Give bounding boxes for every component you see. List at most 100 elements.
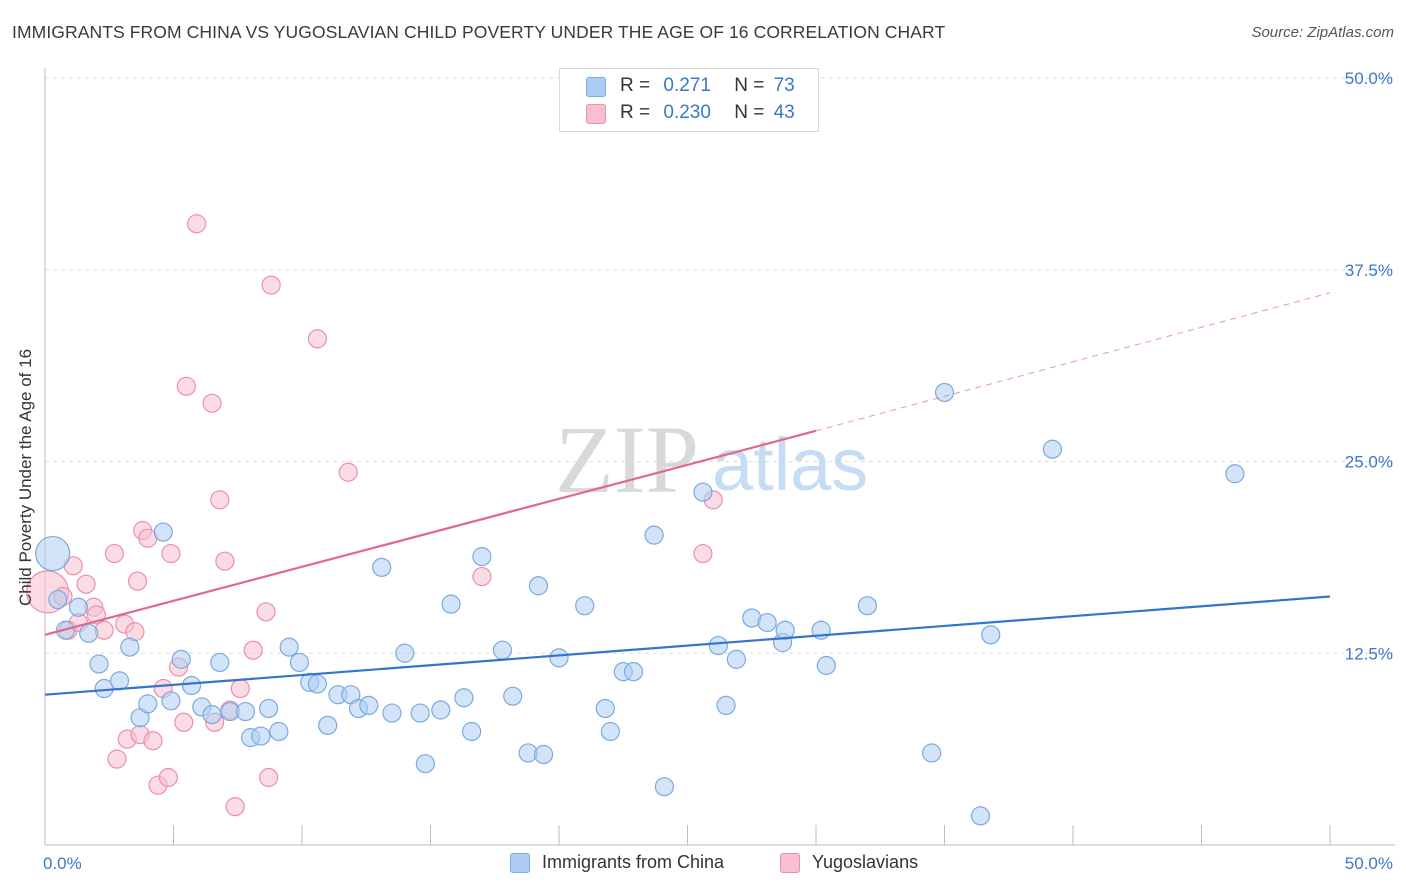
- china-point: [109, 671, 130, 691]
- china-point: [454, 688, 474, 708]
- yugoslavians-point: [202, 393, 222, 413]
- china-point: [120, 637, 140, 657]
- legend-text-china: R = 0.271 N = 73: [620, 75, 795, 97]
- yugoslavians-point: [94, 620, 114, 640]
- legend-n-label: N =: [734, 102, 765, 123]
- china-point: [708, 635, 728, 656]
- yugoslavians-point: [307, 329, 328, 349]
- china-point: [549, 648, 569, 668]
- watermark-zip: ZIP: [555, 406, 699, 513]
- legend-r-label: R =: [620, 75, 651, 96]
- china-point: [171, 649, 191, 669]
- yugoslavians-point: [127, 571, 148, 591]
- china-point: [716, 695, 736, 716]
- china-point: [492, 640, 513, 660]
- china-point: [279, 637, 299, 657]
- y-axis-label: Child Poverty Under the Age of 16: [16, 348, 35, 606]
- china-point: [503, 686, 523, 706]
- stats-legend: R = 0.271 N = 73 R = 0.230 N = 43: [559, 68, 819, 132]
- china-point: [1042, 439, 1063, 459]
- china-point: [153, 522, 173, 542]
- china-point: [981, 625, 1001, 645]
- series-legend: Immigrants from China Yugoslavians: [0, 852, 1406, 878]
- y-tick-label: 37.5%: [1345, 261, 1393, 280]
- china-point: [415, 754, 435, 774]
- china-point: [138, 694, 158, 714]
- series-swatch-china: [510, 853, 530, 873]
- yugoslavians-trend-line: [44, 429, 817, 636]
- trend-lines: [44, 292, 1331, 696]
- yugoslavians-point: [176, 376, 196, 396]
- legend-r-value: 0.230: [663, 102, 711, 123]
- china-point: [79, 623, 99, 643]
- china-point: [359, 695, 379, 716]
- yugoslavians-point: [215, 551, 235, 571]
- yugoslavians-point: [76, 574, 96, 594]
- china-point: [318, 715, 338, 735]
- china-point: [934, 382, 955, 403]
- china-point: [441, 594, 461, 614]
- china-point: [372, 557, 392, 577]
- yugoslavians-point: [143, 731, 163, 751]
- yugoslavians-point: [256, 602, 276, 622]
- yugoslavians-point: [107, 749, 127, 769]
- china-point: [757, 612, 777, 633]
- china-point: [922, 743, 942, 763]
- china-point: [600, 721, 621, 742]
- y-tick-label: 50.0%: [1345, 69, 1393, 88]
- china-point: [816, 655, 836, 676]
- watermark-atlas: atlas: [712, 423, 868, 506]
- legend-r-value: 0.271: [663, 75, 711, 96]
- yugoslavians-point: [338, 462, 358, 482]
- china-point: [431, 700, 451, 720]
- legend-swatch-china: [586, 77, 606, 97]
- china-point: [1225, 464, 1245, 484]
- china-trend-line: [44, 595, 1331, 696]
- china-point: [35, 535, 71, 572]
- yugoslavians-point: [225, 797, 245, 817]
- legend-text-yugo: R = 0.230 N = 43: [620, 102, 795, 124]
- legend-n-label: N =: [734, 75, 765, 96]
- yugoslavians-point: [158, 767, 178, 788]
- grid-lines: [45, 77, 1395, 654]
- x-tick-label: 50.0%: [1345, 854, 1393, 873]
- legend-swatch-yugo: [586, 104, 606, 124]
- yugoslavians-point: [161, 543, 181, 564]
- china-point: [289, 652, 310, 673]
- yugoslavians-point: [230, 678, 250, 699]
- china-point: [89, 654, 109, 674]
- china-point: [382, 703, 402, 723]
- china-point: [575, 596, 595, 616]
- china-point: [775, 620, 795, 640]
- series-swatch-yugo: [780, 853, 800, 873]
- china-point: [644, 525, 664, 545]
- china-point: [210, 652, 230, 673]
- yugoslavians-point: [187, 214, 207, 234]
- china-point: [395, 643, 415, 663]
- y-tick-label: 12.5%: [1345, 644, 1393, 663]
- tick-labels: 12.5% 25.0% 37.5% 50.0% 0.0% 50.0%: [43, 69, 1393, 873]
- yugoslavians-point: [104, 543, 124, 564]
- china-point: [269, 721, 289, 742]
- china-point: [251, 726, 271, 746]
- china-point: [258, 698, 279, 719]
- china-point: [410, 703, 430, 723]
- x-tick-label: 0.0%: [43, 854, 82, 873]
- series-name-yugo: Yugoslavians: [812, 852, 919, 872]
- china-point: [161, 691, 181, 711]
- legend-n-value: 73: [773, 75, 795, 96]
- china-point: [857, 596, 878, 616]
- source-credit: Source: ZipAtlas.com: [1251, 24, 1394, 41]
- china-point: [970, 806, 991, 826]
- china-point: [307, 674, 328, 694]
- china-point: [48, 589, 68, 610]
- yugoslavians-point: [243, 640, 263, 660]
- china-point: [472, 547, 492, 567]
- yugoslavians-point: [472, 566, 492, 587]
- legend-n-value: 43: [773, 102, 795, 123]
- china-point: [693, 482, 713, 502]
- yugoslavians-trend-extension: [815, 292, 1331, 432]
- china-point: [462, 721, 482, 742]
- china-point: [68, 597, 89, 617]
